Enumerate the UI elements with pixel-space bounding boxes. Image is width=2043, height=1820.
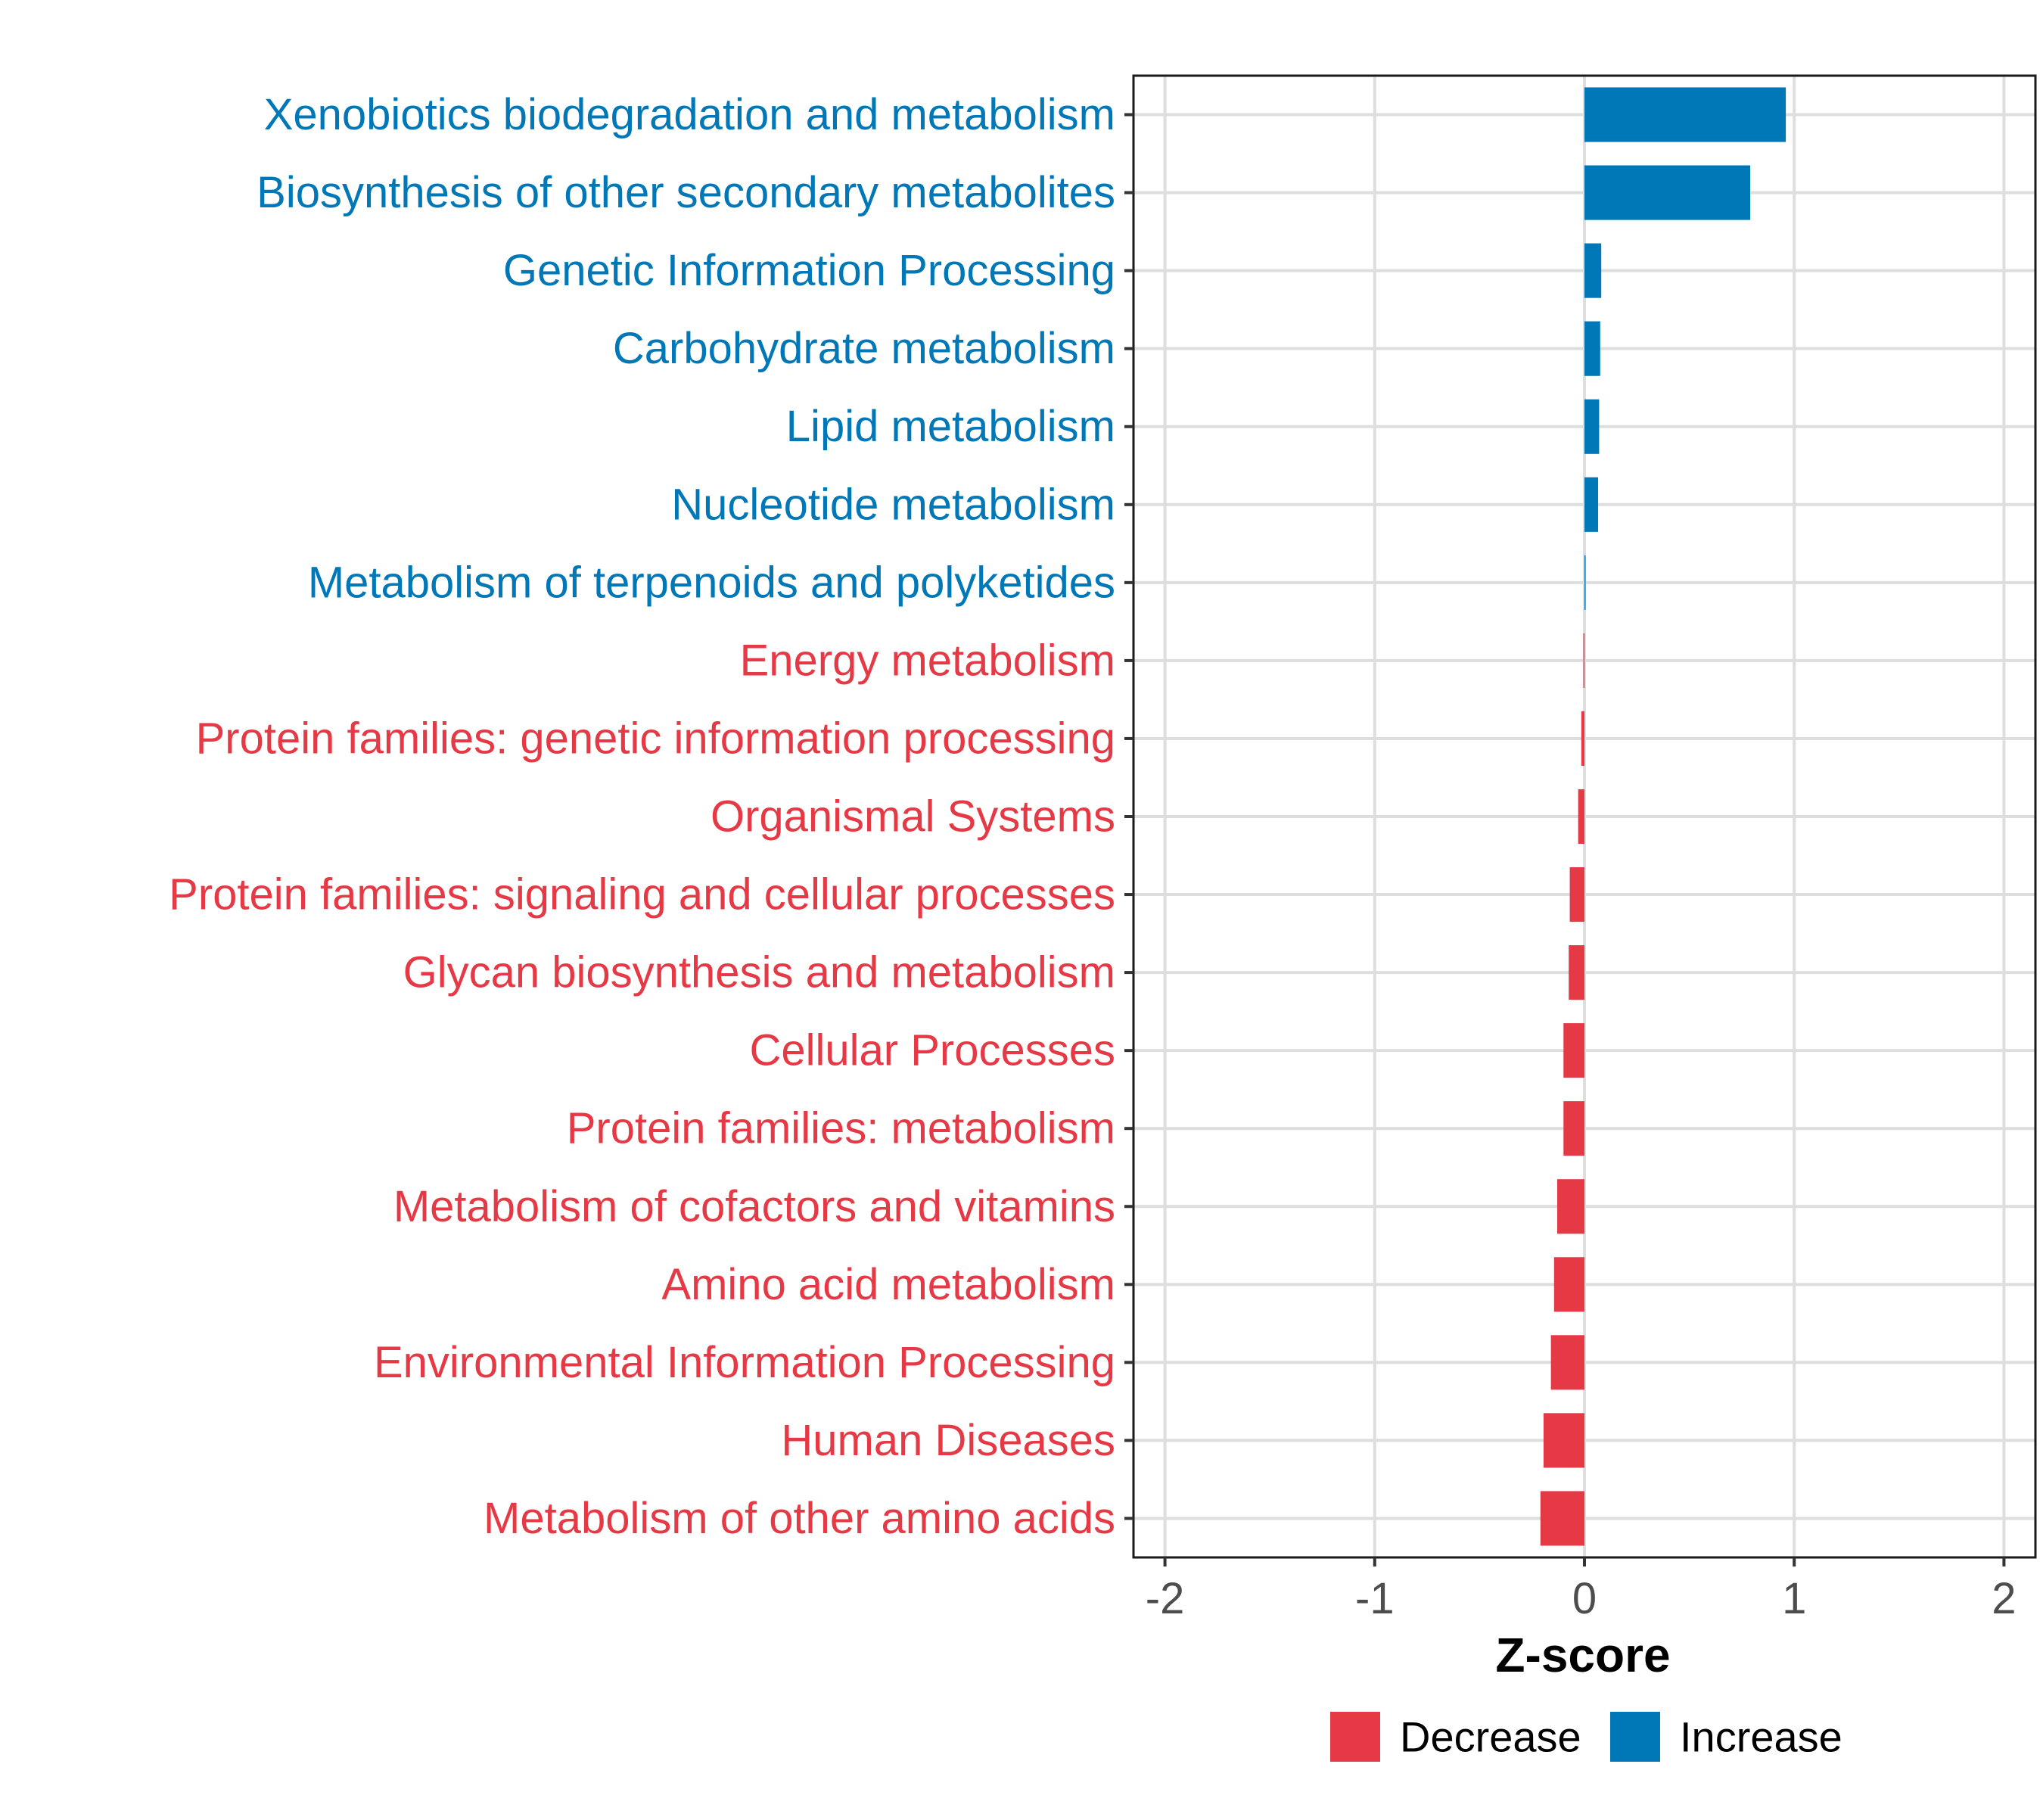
category-label: Genetic Information Processing [503,246,1115,295]
x-axis-title: Z-score [1495,1628,1670,1682]
category-label: Protein families: signaling and cellular… [169,870,1115,919]
legend-label: Decrease [1400,1713,1581,1761]
category-label: Energy metabolism [740,636,1115,685]
legend: Decrease Increase [1330,1712,1842,1762]
bar [1581,711,1584,767]
category-label: Nucleotide metabolism [671,480,1115,529]
bar [1550,1335,1584,1390]
bar [1563,1023,1584,1078]
category-label: Metabolism of other amino acids [484,1494,1115,1543]
category-label: Cellular Processes [749,1026,1115,1075]
legend-label: Increase [1680,1713,1842,1761]
bar [1584,243,1602,298]
category-label: Metabolism of terpenoids and polyketides [308,558,1115,607]
bar [1569,866,1584,922]
x-tick-label: 0 [1572,1574,1597,1623]
x-tick-label: -1 [1355,1574,1395,1623]
x-tick-label: -2 [1146,1574,1185,1623]
bar [1563,1101,1584,1156]
bars [1540,87,1786,1546]
bar [1584,87,1786,142]
legend-swatch [1330,1712,1380,1762]
category-label: Protein families: metabolism [567,1104,1115,1153]
category-label: Metabolism of cofactors and vitamins [393,1182,1115,1231]
x-axis: -2 -1 0 1 2 [1146,1557,2017,1623]
bar [1553,1257,1584,1312]
bar [1584,477,1599,532]
category-label: Environmental Information Processing [374,1338,1115,1387]
category-label: Glycan biosynthesis and metabolism [403,948,1115,997]
bar [1540,1491,1584,1546]
category-label: Organismal Systems [711,792,1115,842]
bar [1584,399,1600,454]
x-tick-label: 1 [1782,1574,1806,1623]
bar [1556,1179,1584,1234]
category-label: Protein families: genetic information pr… [196,714,1115,763]
bar [1569,945,1584,1000]
category-label: Lipid metabolism [786,402,1115,451]
bar [1583,633,1585,688]
bar [1584,165,1750,220]
bar [1578,789,1584,845]
bar [1543,1413,1584,1468]
category-labels: Xenobiotics biodegradation and metabolis… [169,90,1133,1543]
bar [1584,555,1586,610]
category-label: Carbohydrate metabolism [613,324,1115,373]
legend-swatch [1610,1712,1660,1762]
x-tick-label: 2 [1992,1574,2016,1623]
category-label: Amino acid metabolism [661,1260,1115,1309]
category-label: Xenobiotics biodegradation and metabolis… [264,90,1115,139]
category-label: Human Diseases [781,1416,1115,1465]
bar [1584,321,1600,376]
category-label: Biosynthesis of other secondary metaboli… [257,168,1115,217]
